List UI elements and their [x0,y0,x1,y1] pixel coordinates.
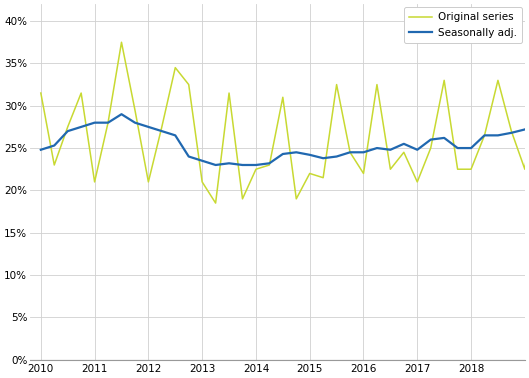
Original series [481,133,488,138]
Seasonally adj. [105,121,111,125]
Seasonally adj. [522,127,528,132]
Original series [454,167,461,172]
Original series [132,108,138,112]
Seasonally adj. [414,147,421,152]
Seasonally adj. [199,158,205,163]
Original series [320,175,326,180]
Original series [387,167,394,172]
Line: Original series: Original series [41,42,529,203]
Seasonally adj. [78,125,84,129]
Seasonally adj. [481,133,488,138]
Seasonally adj. [293,150,299,155]
Seasonally adj. [427,137,434,142]
Original series [441,78,448,83]
Original series [78,91,84,95]
Line: Seasonally adj.: Seasonally adj. [41,97,529,165]
Original series [38,91,44,95]
Seasonally adj. [280,152,286,156]
Seasonally adj. [38,147,44,152]
Seasonally adj. [226,161,232,166]
Original series [213,201,219,205]
Original series [508,129,515,133]
Seasonally adj. [495,133,501,138]
Original series [266,163,272,167]
Original series [65,125,71,129]
Original series [199,180,205,184]
Seasonally adj. [92,121,98,125]
Original series [92,180,98,184]
Original series [186,82,192,87]
Original series [374,82,380,87]
Original series [105,121,111,125]
Original series [118,40,125,45]
Seasonally adj. [51,143,58,148]
Seasonally adj. [145,125,151,129]
Seasonally adj. [333,154,340,159]
Seasonally adj. [374,146,380,150]
Original series [253,167,259,172]
Original series [468,167,474,172]
Seasonally adj. [239,163,245,167]
Original series [400,150,407,155]
Seasonally adj. [132,121,138,125]
Original series [51,163,58,167]
Legend: Original series, Seasonally adj.: Original series, Seasonally adj. [404,7,522,43]
Seasonally adj. [159,129,165,133]
Seasonally adj. [186,154,192,159]
Original series [360,171,367,176]
Original series [333,82,340,87]
Seasonally adj. [454,146,461,150]
Original series [226,91,232,95]
Original series [347,150,353,155]
Seasonally adj. [118,112,125,116]
Original series [293,197,299,201]
Seasonally adj. [266,161,272,166]
Original series [414,180,421,184]
Seasonally adj. [213,163,219,167]
Seasonally adj. [306,153,313,157]
Original series [145,180,151,184]
Original series [522,167,528,172]
Seasonally adj. [400,141,407,146]
Seasonally adj. [360,150,367,155]
Seasonally adj. [468,146,474,150]
Seasonally adj. [172,133,178,138]
Original series [239,197,245,201]
Original series [427,146,434,150]
Seasonally adj. [387,147,394,152]
Original series [280,95,286,99]
Original series [159,125,165,129]
Original series [172,65,178,70]
Seasonally adj. [65,129,71,133]
Seasonally adj. [508,130,515,135]
Seasonally adj. [441,136,448,140]
Seasonally adj. [347,150,353,155]
Seasonally adj. [320,156,326,161]
Original series [306,171,313,176]
Seasonally adj. [253,163,259,167]
Original series [495,78,501,83]
